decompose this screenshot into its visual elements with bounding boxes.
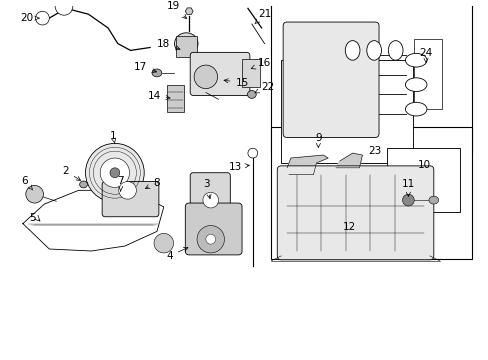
Ellipse shape <box>174 33 198 54</box>
FancyBboxPatch shape <box>277 166 433 260</box>
Text: 3: 3 <box>203 179 211 199</box>
Ellipse shape <box>345 41 359 60</box>
Ellipse shape <box>405 53 426 67</box>
Circle shape <box>154 233 173 253</box>
Text: 15: 15 <box>224 78 248 88</box>
Circle shape <box>55 0 73 15</box>
Ellipse shape <box>80 181 87 188</box>
Ellipse shape <box>387 41 402 60</box>
Bar <box>242 59 259 87</box>
Ellipse shape <box>152 69 162 77</box>
Polygon shape <box>286 155 327 175</box>
Bar <box>271 1 471 153</box>
FancyBboxPatch shape <box>102 181 159 217</box>
Text: 19: 19 <box>166 1 186 19</box>
Text: 22: 22 <box>255 82 274 93</box>
Text: 17: 17 <box>133 62 156 73</box>
Bar <box>271 127 471 259</box>
Text: 18: 18 <box>157 39 180 50</box>
Bar <box>281 60 412 163</box>
FancyBboxPatch shape <box>283 22 378 138</box>
Text: 2: 2 <box>62 166 81 180</box>
Text: 5: 5 <box>29 213 36 223</box>
Text: 21: 21 <box>254 9 271 24</box>
FancyBboxPatch shape <box>190 52 249 95</box>
Ellipse shape <box>405 78 426 91</box>
Text: 11: 11 <box>401 179 414 197</box>
Bar <box>386 148 459 212</box>
Circle shape <box>119 181 136 199</box>
Circle shape <box>247 148 257 158</box>
Bar <box>175 36 197 57</box>
Text: 14: 14 <box>147 91 170 102</box>
Circle shape <box>197 226 224 253</box>
Ellipse shape <box>247 90 256 98</box>
Circle shape <box>100 158 129 188</box>
FancyBboxPatch shape <box>190 173 230 213</box>
Text: 23: 23 <box>368 146 381 156</box>
Ellipse shape <box>428 196 438 204</box>
Bar <box>166 85 184 112</box>
Text: 24: 24 <box>419 48 432 62</box>
Text: 16: 16 <box>251 58 271 69</box>
Circle shape <box>402 194 413 206</box>
Text: 10: 10 <box>417 160 430 170</box>
Circle shape <box>85 143 144 202</box>
Bar <box>413 39 441 109</box>
Text: 4: 4 <box>166 247 187 261</box>
Text: 8: 8 <box>145 177 160 189</box>
Circle shape <box>36 11 49 25</box>
Circle shape <box>26 185 43 203</box>
Circle shape <box>194 65 217 89</box>
FancyBboxPatch shape <box>185 203 242 255</box>
Text: 6: 6 <box>21 176 33 190</box>
Text: 7: 7 <box>117 176 124 191</box>
Circle shape <box>203 192 218 208</box>
FancyArrowPatch shape <box>37 195 56 201</box>
Text: 13: 13 <box>228 162 249 172</box>
Polygon shape <box>335 153 362 168</box>
Ellipse shape <box>366 41 381 60</box>
Circle shape <box>110 168 120 177</box>
Polygon shape <box>185 8 193 15</box>
Text: 20: 20 <box>20 13 39 23</box>
Text: 12: 12 <box>343 221 356 231</box>
Ellipse shape <box>405 102 426 116</box>
Circle shape <box>205 234 215 244</box>
Text: 9: 9 <box>314 134 321 148</box>
Text: 1: 1 <box>109 131 116 143</box>
